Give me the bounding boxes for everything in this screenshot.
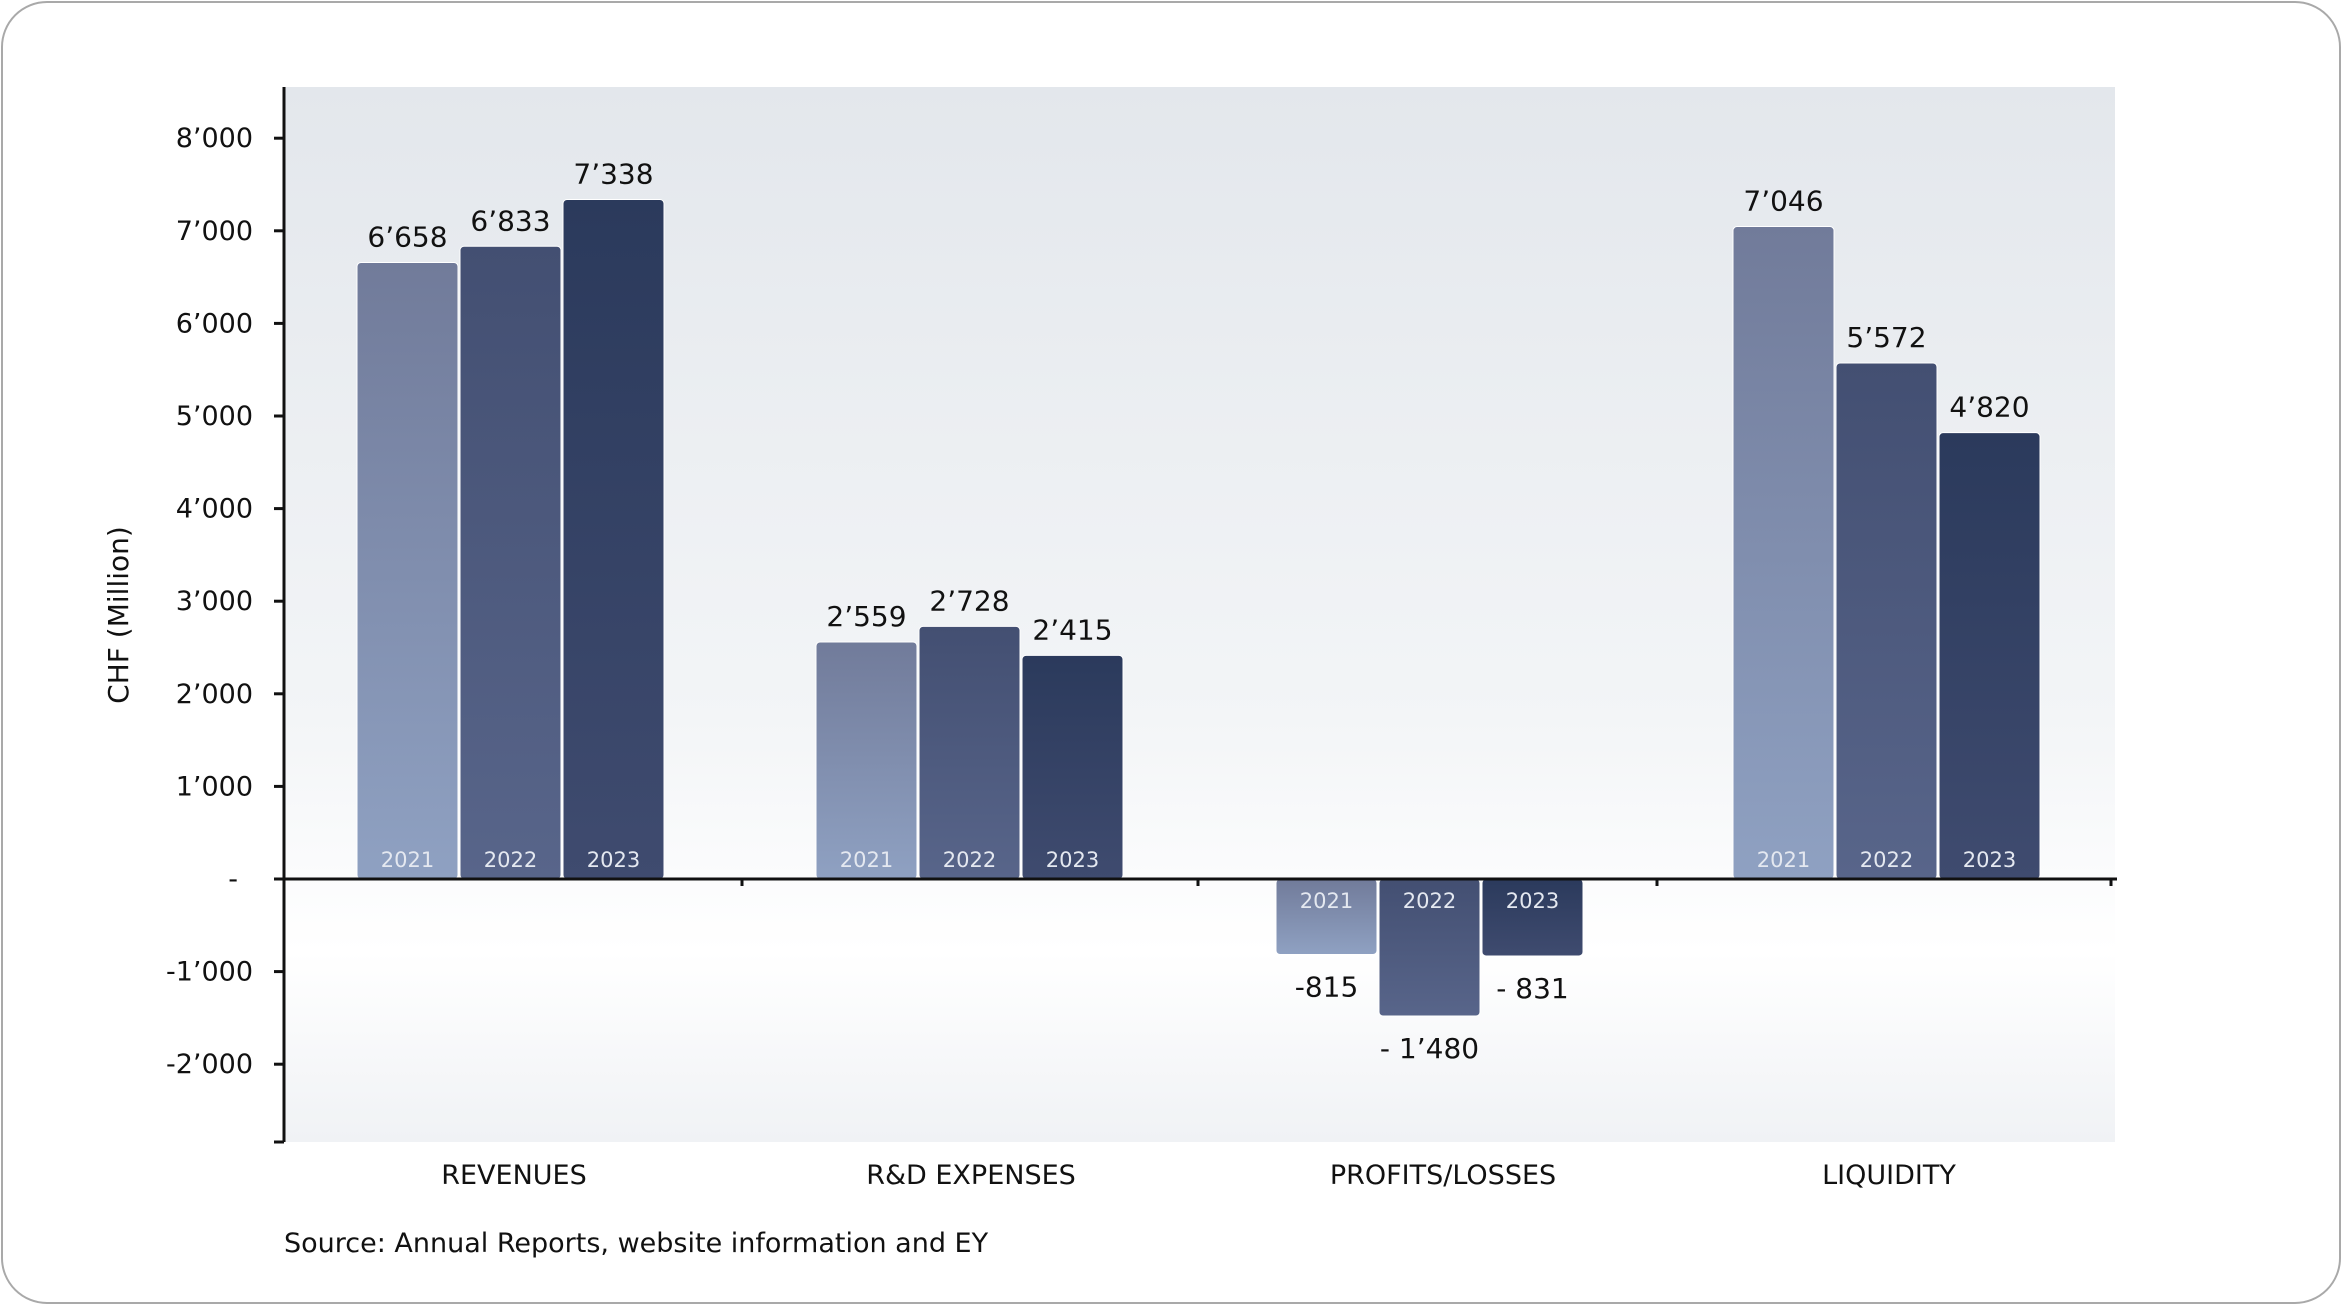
value-label: 2’728 bbox=[929, 584, 1009, 617]
category-label: PROFITS/LOSSES bbox=[1330, 1160, 1556, 1191]
bar-liquidity-2021 bbox=[1732, 226, 1835, 880]
value-label: - 831 bbox=[1496, 972, 1568, 1005]
axes-group bbox=[274, 87, 2117, 1144]
bar-liquidity-2022 bbox=[1835, 362, 1938, 880]
y-tick-label: 8’000 bbox=[176, 123, 253, 154]
year-label: 2021 bbox=[1300, 889, 1353, 913]
y-tick-label: 1’000 bbox=[176, 771, 253, 802]
y-axis-title: CHF (Million) bbox=[102, 526, 135, 704]
year-label: 2022 bbox=[1403, 889, 1456, 913]
bars-group bbox=[356, 199, 2041, 1017]
labels-group: 6’658 2021 6’833 2022 7’338 2023 REVENUES 2’559… bbox=[166, 123, 2030, 1191]
category-label: LIQUIDITY bbox=[1822, 1160, 1956, 1191]
value-label: 6’833 bbox=[470, 204, 550, 237]
category-label: REVENUES bbox=[441, 1160, 587, 1191]
y-tick-label: 6’000 bbox=[176, 308, 253, 339]
value-label: 2’415 bbox=[1032, 613, 1112, 646]
value-label: 2’559 bbox=[826, 600, 906, 633]
y-tick-label: 2’000 bbox=[176, 679, 253, 710]
bar-revenues-2023 bbox=[562, 199, 665, 880]
year-label: 2021 bbox=[840, 848, 893, 872]
value-label: 4’820 bbox=[1949, 391, 2029, 424]
value-label: 6’658 bbox=[367, 220, 447, 253]
y-tick-label: - bbox=[228, 864, 238, 895]
bar-revenues-2021 bbox=[356, 261, 459, 880]
year-label: 2023 bbox=[1963, 848, 2016, 872]
y-tick-label: -2’000 bbox=[166, 1049, 253, 1080]
y-tick-label: 3’000 bbox=[176, 586, 253, 617]
value-label: - 1’480 bbox=[1380, 1032, 1479, 1065]
y-tick-label: 4’000 bbox=[176, 494, 253, 525]
year-label: 2022 bbox=[484, 848, 537, 872]
bar-revenues-2022 bbox=[459, 245, 562, 880]
year-label: 2022 bbox=[943, 848, 996, 872]
value-label: 5’572 bbox=[1846, 321, 1926, 354]
source-note: Source: Annual Reports, website informat… bbox=[284, 1228, 989, 1259]
year-label: 2023 bbox=[587, 848, 640, 872]
bar-r-d-expenses-2021 bbox=[815, 641, 918, 880]
year-label: 2022 bbox=[1860, 848, 1913, 872]
year-label: 2021 bbox=[1757, 848, 1810, 872]
value-label: 7’338 bbox=[573, 158, 653, 191]
y-tick-label: 5’000 bbox=[176, 401, 253, 432]
y-tick-label: 7’000 bbox=[176, 216, 253, 247]
year-label: 2023 bbox=[1506, 889, 1559, 913]
bar-r-d-expenses-2022 bbox=[918, 625, 1021, 880]
bar-liquidity-2023 bbox=[1938, 432, 2041, 880]
bar-r-d-expenses-2023 bbox=[1021, 654, 1124, 880]
y-tick-label: -1’000 bbox=[166, 957, 253, 988]
category-label: R&D EXPENSES bbox=[866, 1160, 1076, 1191]
value-label: -815 bbox=[1295, 970, 1359, 1003]
year-label: 2021 bbox=[381, 848, 434, 872]
value-label: 7’046 bbox=[1743, 185, 1823, 218]
year-label: 2023 bbox=[1046, 848, 1099, 872]
